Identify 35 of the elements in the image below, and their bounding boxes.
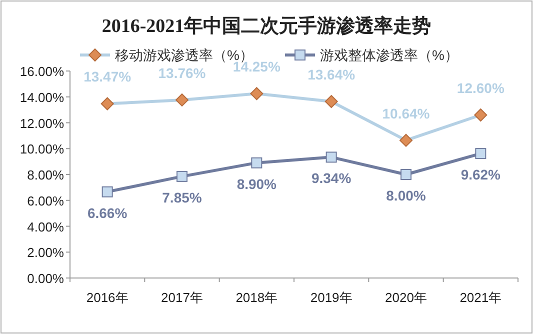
chart-title: 2016-2021年中国二次元手游渗透率走势 <box>102 15 432 37</box>
y-tick-label: 6.00% <box>27 193 64 208</box>
x-tick-label: 2016年 <box>86 290 128 305</box>
y-tick-label: 12.00% <box>20 116 64 131</box>
data-label: 8.00% <box>386 188 426 204</box>
point <box>251 157 262 168</box>
x-tick-label: 2021年 <box>460 290 502 305</box>
y-tick-label: 4.00% <box>27 219 64 234</box>
x-tick-label: 2018年 <box>236 290 278 305</box>
y-tick-label: 10.00% <box>20 142 64 157</box>
data-label: 7.85% <box>162 189 202 206</box>
data-label: 9.62% <box>460 166 502 183</box>
data-label: 8.90% <box>236 176 278 192</box>
point <box>326 152 337 163</box>
y-tick-label: 14.00% <box>20 90 64 105</box>
x-tick-label: 2017年 <box>161 290 203 305</box>
y-tick-label: 0.00% <box>27 271 64 286</box>
point <box>102 186 113 198</box>
x-tick-label: 2019年 <box>310 290 352 305</box>
y-tick-label: 8.00% <box>27 168 64 182</box>
legend-label: 游戏整体渗透率（%） <box>320 47 458 63</box>
data-label: 6.66% <box>87 204 128 221</box>
y-tick-label: 16.00% <box>20 64 64 79</box>
data-label: 12.60% <box>456 80 505 96</box>
data-label: 13.64% <box>308 66 356 83</box>
x-tick-label: 2020年 <box>385 290 427 305</box>
data-label: 13.47% <box>84 68 132 85</box>
point <box>176 170 188 182</box>
y-tick-label: 2.00% <box>27 245 64 260</box>
data-label: 13.76% <box>158 64 206 81</box>
legend-label: 移动游戏渗透率（%） <box>115 47 254 63</box>
point <box>475 148 486 160</box>
data-label: 9.34% <box>311 170 352 186</box>
point <box>400 169 412 180</box>
data-label: 10.64% <box>382 105 430 122</box>
